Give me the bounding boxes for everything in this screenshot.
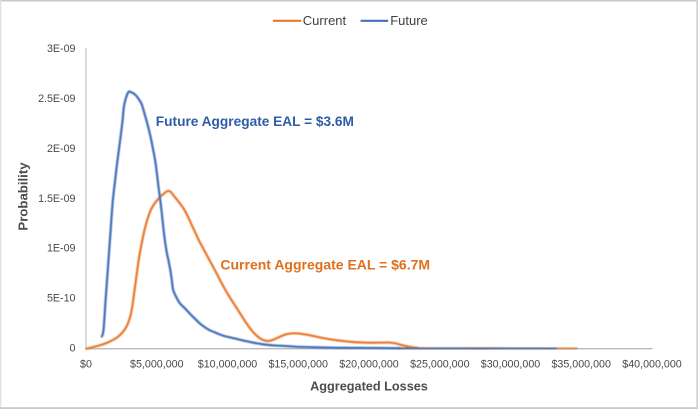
svg-text:1.5E-09: 1.5E-09	[38, 193, 75, 205]
svg-text:$15,000,000: $15,000,000	[268, 359, 327, 371]
svg-text:Current: Current	[303, 13, 347, 28]
svg-text:$5,000,000: $5,000,000	[130, 359, 184, 371]
svg-text:$0: $0	[80, 359, 92, 371]
svg-text:1E-09: 1E-09	[47, 243, 76, 255]
svg-text:5E-10: 5E-10	[47, 293, 76, 305]
svg-text:Current Aggregate EAL = $6.7M: Current Aggregate EAL = $6.7M	[220, 257, 430, 273]
svg-text:Aggregated Losses: Aggregated Losses	[310, 379, 428, 393]
svg-text:0: 0	[70, 342, 76, 354]
svg-text:$20,000,000: $20,000,000	[339, 359, 398, 371]
svg-text:3E-09: 3E-09	[47, 43, 76, 55]
svg-text:Future: Future	[390, 13, 428, 28]
svg-text:$35,000,000: $35,000,000	[551, 359, 610, 371]
svg-text:Probability: Probability	[16, 162, 31, 231]
svg-text:$25,000,000: $25,000,000	[410, 359, 469, 371]
svg-text:Future Aggregate EAL = $3.6M: Future Aggregate EAL = $3.6M	[156, 114, 354, 129]
svg-text:2E-09: 2E-09	[47, 143, 76, 155]
svg-text:$30,000,000: $30,000,000	[481, 359, 540, 371]
svg-text:$40,000,000: $40,000,000	[622, 359, 681, 371]
svg-text:2.5E-09: 2.5E-09	[38, 93, 75, 105]
svg-text:$10,000,000: $10,000,000	[198, 359, 257, 371]
